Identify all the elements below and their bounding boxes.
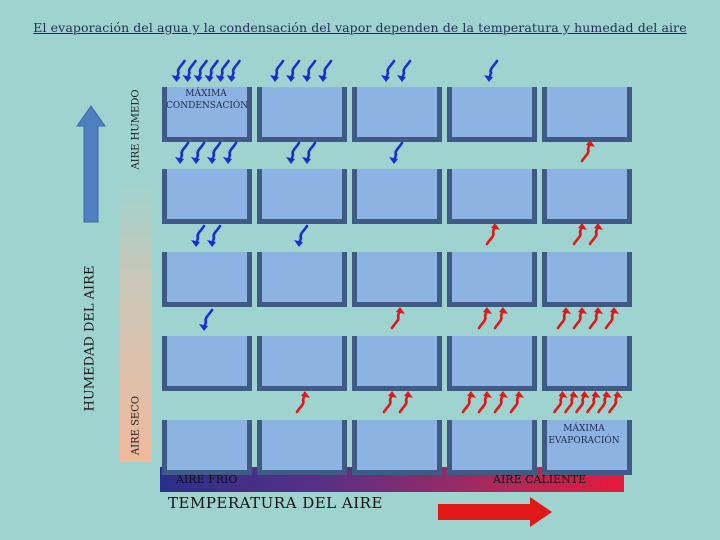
evaporation-arrow	[477, 307, 492, 330]
water-container	[352, 169, 442, 224]
condensation-arrow	[191, 224, 206, 247]
condensation-arrow	[318, 59, 333, 82]
condensation-arrow	[389, 141, 404, 164]
evaporation-arrow	[382, 391, 397, 414]
humidity-up-arrow	[76, 105, 106, 223]
water-container	[542, 169, 632, 224]
water-container	[447, 420, 537, 475]
water-container	[257, 87, 347, 142]
water-container	[542, 420, 632, 475]
evaporation-arrow	[572, 223, 587, 246]
evaporation-arrow	[597, 391, 612, 414]
condensation-arrow	[223, 141, 238, 164]
evaporation-arrow	[608, 391, 623, 414]
evaporation-arrow	[564, 391, 579, 414]
evaporation-arrow	[553, 391, 568, 414]
x-axis-right-label: AIRE CALIENTE	[493, 473, 587, 486]
condensation-arrow	[381, 59, 396, 82]
condensation-arrow	[302, 59, 317, 82]
water-container	[257, 169, 347, 224]
water-container	[162, 336, 252, 391]
max-condensation-label: MÁXIMA CONDENSACIÓN	[166, 89, 249, 111]
evaporation-arrow	[604, 307, 619, 330]
water-container	[257, 420, 347, 475]
page-title: El evaporación del agua y la condensació…	[33, 20, 687, 35]
condensation-arrow	[226, 59, 241, 82]
condensation-arrow	[171, 59, 186, 82]
water-container	[352, 336, 442, 391]
condensation-arrow	[286, 141, 301, 164]
water-container	[257, 252, 347, 307]
condensation-arrow	[175, 141, 190, 164]
condensation-arrow	[484, 59, 499, 82]
water-container	[447, 336, 537, 391]
evaporation-arrow	[509, 391, 524, 414]
evaporation-arrow	[295, 391, 310, 414]
condensation-arrow	[286, 59, 301, 82]
water-container	[352, 420, 442, 475]
humidity-gradient-bar	[120, 180, 152, 462]
condensation-arrow	[397, 59, 412, 82]
condensation-arrow	[204, 59, 219, 82]
water-container	[352, 252, 442, 307]
evaporation-arrow	[461, 391, 476, 414]
condensation-arrow	[207, 141, 222, 164]
water-container	[162, 420, 252, 475]
water-container	[257, 336, 347, 391]
evaporation-arrow	[398, 391, 413, 414]
evaporation-arrow	[580, 140, 595, 163]
evaporation-arrow	[556, 307, 571, 330]
water-container	[352, 87, 442, 142]
water-container	[162, 169, 252, 224]
x-axis-left-label: AIRE FRIO	[176, 473, 238, 486]
condensation-arrow	[199, 308, 214, 331]
x-axis-label: TEMPERATURA DEL AIRE	[168, 494, 383, 512]
evaporation-arrow	[588, 223, 603, 246]
evaporation-arrow	[485, 223, 500, 246]
evaporation-arrow	[572, 307, 587, 330]
condensation-arrow	[302, 141, 317, 164]
water-container	[542, 252, 632, 307]
water-container	[162, 252, 252, 307]
water-container	[542, 87, 632, 142]
condensation-arrow	[270, 59, 285, 82]
condensation-arrow	[215, 59, 230, 82]
evaporation-arrow	[493, 391, 508, 414]
water-container	[447, 252, 537, 307]
condensation-arrow	[182, 59, 197, 82]
evaporation-arrow	[586, 391, 601, 414]
water-container	[162, 87, 252, 142]
water-container	[542, 336, 632, 391]
condensation-arrow	[193, 59, 208, 82]
max-evaporation-label: MÁXIMA EVAPORACIÓN	[548, 424, 620, 446]
condensation-arrow	[191, 141, 206, 164]
evaporation-arrow	[390, 307, 405, 330]
condensation-arrow	[294, 224, 309, 247]
evaporation-arrow	[588, 307, 603, 330]
temperature-right-arrow	[438, 497, 552, 527]
evaporation-arrow	[575, 391, 590, 414]
water-container	[447, 87, 537, 142]
evaporation-arrow	[477, 391, 492, 414]
water-container	[447, 169, 537, 224]
evaporation-arrow	[493, 307, 508, 330]
condensation-arrow	[207, 224, 222, 247]
